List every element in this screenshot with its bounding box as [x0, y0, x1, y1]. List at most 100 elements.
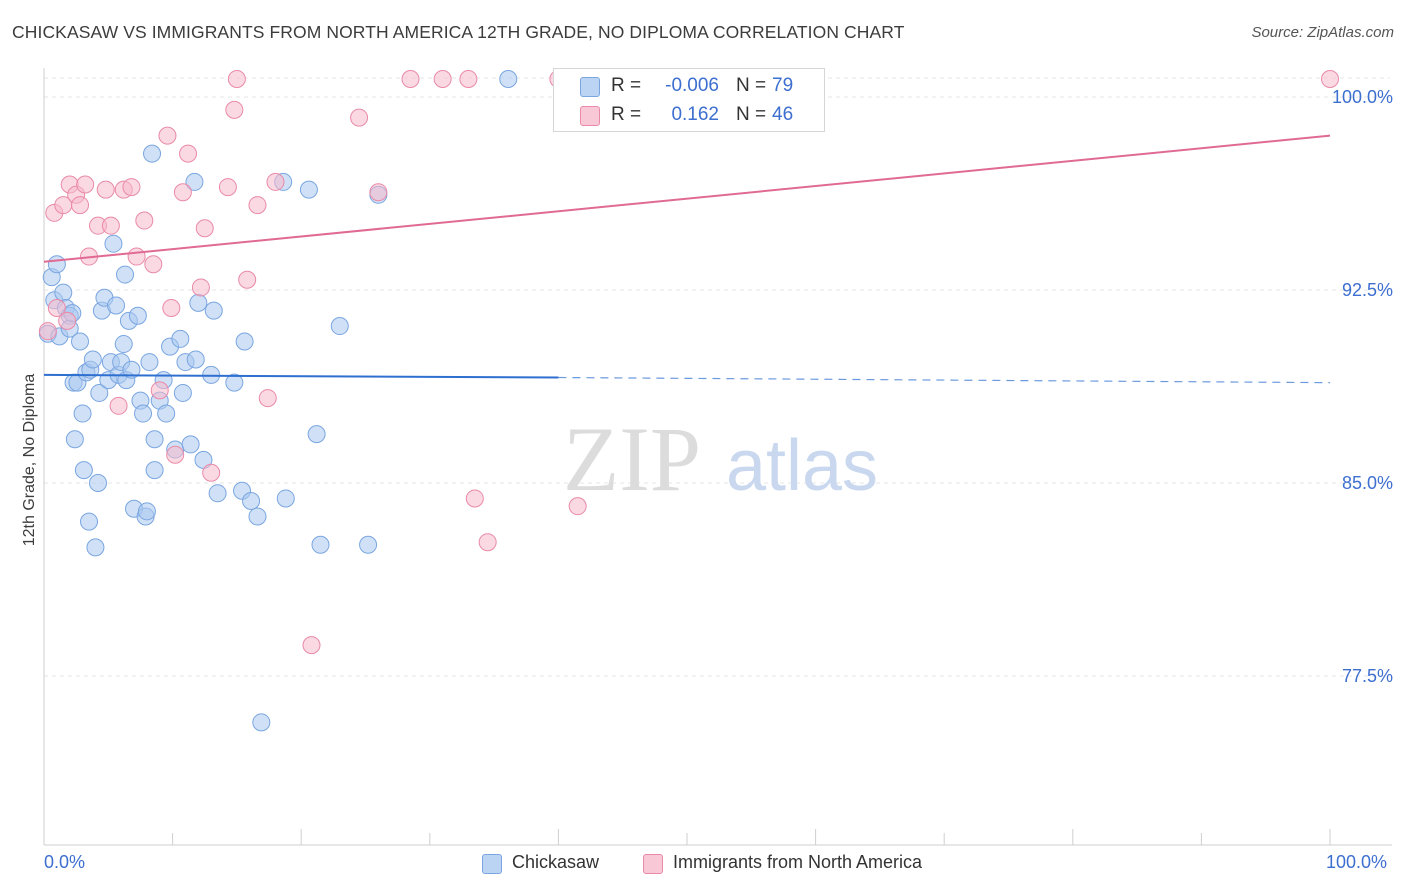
chickasaw-point [235, 332, 254, 351]
chickasaw-point [122, 360, 141, 379]
immigrants-point [109, 396, 128, 415]
chickasaw-point [225, 373, 244, 392]
immigrants-trend-line [43, 134, 1331, 263]
series-legend: Chickasaw Immigrants from North America [0, 852, 1406, 880]
immigrants-point [191, 278, 210, 297]
x-tick-label-max: 100.0% [1326, 852, 1388, 872]
chickasaw-point [114, 335, 133, 354]
legend-n-value: 79 [772, 75, 794, 96]
chickasaw-point [145, 430, 164, 449]
y-tick-label: 92.5% [1342, 280, 1393, 300]
immigrants-point [401, 70, 420, 88]
chickasaw-point [104, 234, 123, 253]
chickasaw-point [145, 461, 164, 480]
immigrants-point [302, 636, 321, 655]
legend-r-value: -0.006 [665, 75, 719, 96]
immigrants-point [76, 175, 95, 194]
chickasaw-point [208, 484, 227, 503]
chickasaw-point [499, 70, 518, 88]
immigrants-point [218, 178, 237, 197]
series-immigrants-north-america [38, 70, 1339, 655]
chickasaw-point [242, 492, 261, 511]
chickasaw-point [65, 430, 84, 449]
chickasaw-point [276, 489, 295, 508]
immigrants-point [478, 533, 497, 552]
immigrants-point [350, 108, 369, 127]
chickasaw-point [173, 383, 192, 402]
chickasaw-point [74, 461, 93, 480]
y-tick-label: 85.0% [1342, 473, 1393, 493]
chickasaw-point [83, 350, 102, 369]
legend-r-label: R = [611, 75, 642, 96]
chickasaw-point [252, 713, 271, 732]
immigrants-point [162, 299, 181, 318]
immigrants-point [227, 70, 246, 88]
immigrants-point [96, 180, 115, 199]
legend-item-label: Immigrants from North America [673, 852, 923, 872]
legend-swatch-blue [580, 77, 600, 97]
immigrants-point [158, 126, 177, 145]
y-tick-label: 100.0% [1332, 87, 1393, 107]
chickasaw-point [137, 502, 156, 521]
chickasaw-point [80, 512, 99, 531]
chickasaw-point [71, 332, 90, 351]
x-tick-label-min: 0.0% [44, 852, 86, 872]
immigrants-point [71, 196, 90, 215]
immigrants-point [144, 255, 163, 274]
legend-r-label: R = [611, 104, 642, 125]
legend-swatch-pink [580, 106, 600, 126]
immigrants-point [459, 70, 478, 88]
immigrants-point [225, 100, 244, 119]
chickasaw-point [307, 425, 326, 444]
immigrants-point [47, 299, 66, 318]
immigrants-point [150, 381, 169, 400]
watermark-atlas: atlas [726, 426, 878, 506]
chickasaw-point [90, 383, 109, 402]
chickasaw-point [311, 535, 330, 554]
chickasaw-point [204, 301, 223, 320]
legend-n-value: 46 [772, 104, 794, 125]
legend-row-immigrants: R = 0.162 N = 46 [554, 100, 824, 130]
immigrants-point [58, 311, 77, 330]
immigrants-point [101, 216, 120, 235]
chickasaw-point [330, 317, 349, 336]
gridlines [44, 77, 1390, 677]
correlation-legend: R = -0.006 N = 79 R = 0.162 N = 46 [553, 68, 825, 132]
immigrants-point [202, 463, 221, 482]
series-chickasaw [38, 70, 518, 732]
immigrants-point [465, 489, 484, 508]
chickasaw-point [47, 255, 66, 274]
trend-lines [43, 134, 1331, 384]
immigrants-point [122, 178, 141, 197]
chickasaw-point [299, 180, 318, 199]
immigrants-point [127, 247, 146, 266]
immigrants-point [433, 70, 452, 88]
chickasaw-point [107, 296, 126, 315]
chickasaw-point [128, 306, 147, 325]
chickasaw-point [181, 435, 200, 454]
immigrants-point [266, 172, 285, 191]
legend-swatch-blue [482, 854, 502, 874]
immigrants-point [258, 389, 277, 408]
legend-swatch-pink [643, 854, 663, 874]
chickasaw-point [134, 404, 153, 423]
chickasaw-point [73, 404, 92, 423]
source-label: Source: ZipAtlas.com [1251, 24, 1394, 41]
chickasaw-point [157, 404, 176, 423]
chickasaw-point [89, 474, 108, 493]
chickasaw-point [185, 172, 204, 191]
chickasaw-trend-extrapolation [558, 376, 1331, 384]
chickasaw-point [116, 265, 135, 284]
immigrants-point [173, 183, 192, 202]
chickasaw-point [189, 293, 208, 312]
chickasaw-point [171, 329, 190, 348]
chickasaw-point [248, 507, 267, 526]
chickasaw-point [143, 144, 162, 163]
legend-n-label: N = [736, 75, 767, 96]
immigrants-point [1321, 70, 1339, 88]
immigrants-point [248, 196, 267, 215]
chickasaw-point [359, 535, 378, 554]
y-tick-labels: 77.5% 85.0% 92.5% 100.0% [1332, 87, 1393, 686]
chickasaw-point [186, 350, 205, 369]
